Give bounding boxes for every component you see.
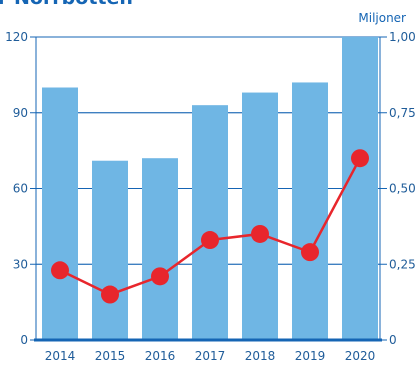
right-tick-label: 0,50	[389, 182, 416, 196]
bar	[342, 37, 378, 340]
line-point	[351, 149, 369, 168]
line-point	[151, 267, 169, 286]
x-tick-label: 2018	[245, 349, 276, 363]
x-tick-label: 2019	[295, 349, 326, 363]
axes: 0 30 60 90 120 0 0,25 0,50 0,75 1,00 2014 2015 2016 2…	[5, 30, 416, 363]
bar	[92, 160, 128, 340]
right-tick-label: 0	[389, 333, 397, 347]
line-point	[51, 261, 69, 280]
right-tick-label: 1,00	[389, 30, 416, 44]
line-series	[51, 149, 369, 304]
bar	[142, 158, 178, 340]
bar	[242, 92, 278, 340]
x-tick-label: 2015	[95, 349, 126, 363]
left-tick-label: 90	[13, 106, 28, 120]
bar-series	[42, 37, 378, 340]
x-tick-label: 2016	[145, 349, 176, 363]
x-tick-label: 2017	[195, 349, 226, 363]
bar	[292, 82, 328, 340]
line-point	[251, 224, 269, 243]
x-tick-label: 2020	[345, 349, 376, 363]
left-tick-label: 0	[20, 333, 28, 347]
line-point	[301, 243, 319, 262]
chart-title: r Norrbotten	[0, 0, 133, 9]
left-tick-label: 60	[13, 182, 28, 196]
bar	[192, 105, 228, 340]
line-point	[201, 231, 219, 250]
x-tick-label: 2014	[45, 349, 76, 363]
right-tick-label: 0,75	[389, 106, 416, 120]
line-point	[101, 285, 119, 304]
right-tick-label: 0,25	[389, 257, 416, 271]
bar	[42, 87, 78, 340]
right-axis-unit-label: Miljoner	[358, 11, 406, 25]
left-tick-label: 30	[13, 257, 28, 271]
left-tick-label: 120	[5, 30, 28, 44]
